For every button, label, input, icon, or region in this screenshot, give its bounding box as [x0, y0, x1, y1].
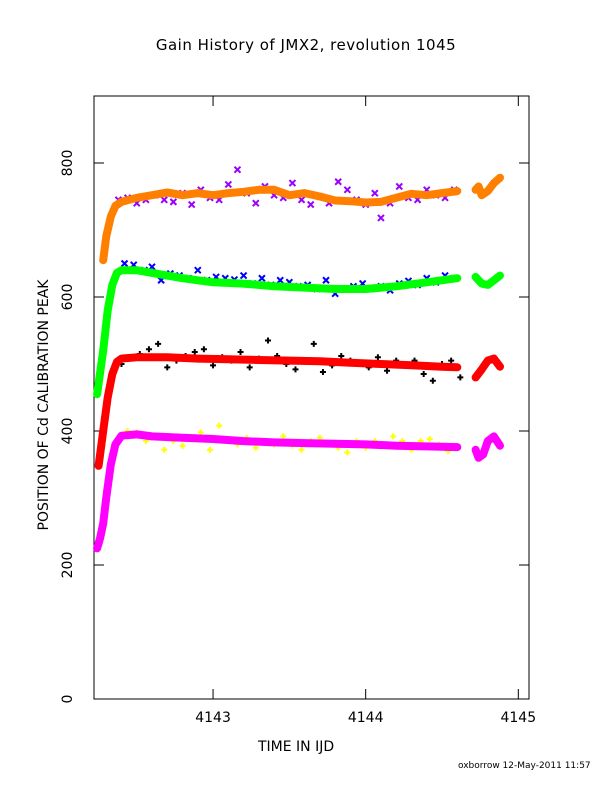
- series-line: [471, 354, 504, 382]
- y-axis-label: POSITION OF Cd CALIBRATION PEAK: [36, 279, 52, 531]
- data-point: [292, 366, 299, 373]
- x-tick-label: 4143: [195, 710, 231, 726]
- data-point: [426, 436, 433, 443]
- data-point: [429, 377, 436, 384]
- data-point: [252, 199, 260, 207]
- data-point: [457, 374, 464, 381]
- data-point: [265, 337, 271, 344]
- series-line: [99, 185, 462, 265]
- data-point: [200, 346, 207, 353]
- data-point: [297, 196, 306, 204]
- data-point: [448, 357, 455, 364]
- data-point: [276, 276, 284, 284]
- data-point: [377, 214, 385, 222]
- data-point: [207, 446, 213, 453]
- data-point: [155, 340, 162, 347]
- data-point: [216, 422, 223, 429]
- data-point: [224, 180, 233, 189]
- axes: 4143 4144 4145 0 200 400 600 800: [60, 96, 536, 726]
- x-tick-label: 4145: [500, 710, 536, 726]
- data-point: [145, 346, 152, 353]
- y-tick-label: 400: [60, 418, 76, 445]
- data-point: [390, 433, 397, 440]
- data-point: [298, 446, 305, 453]
- data-point: [310, 340, 317, 347]
- data-point: [161, 446, 168, 453]
- data-point: [371, 189, 379, 197]
- data-point: [239, 271, 248, 280]
- data-point: [246, 364, 253, 371]
- data-point: [233, 165, 242, 174]
- data-point: [164, 364, 171, 371]
- data-point: [420, 371, 427, 378]
- data-point: [258, 274, 266, 282]
- data-point: [344, 449, 351, 456]
- data-point: [384, 367, 391, 374]
- data-point: [343, 186, 352, 194]
- data-point: [191, 348, 198, 355]
- data-point: [160, 196, 168, 204]
- data-point: [307, 200, 315, 209]
- data-point: [288, 179, 297, 187]
- data-point: [169, 198, 178, 206]
- series-line: [471, 432, 504, 462]
- data-point: [322, 276, 330, 284]
- data-point: [319, 369, 326, 376]
- data-point: [179, 442, 186, 449]
- y-tick-label: 0: [60, 695, 76, 704]
- plot-frame: [93, 95, 530, 700]
- data-point: [197, 429, 204, 436]
- data-point: [374, 354, 381, 361]
- data-point: [120, 259, 129, 268]
- credit-text: oxborrow 12-May-2011 11:57: [458, 761, 591, 771]
- data-point: [210, 362, 217, 369]
- data-point: [280, 433, 287, 440]
- y-tick-label: 800: [60, 150, 76, 177]
- y-tick-label: 200: [60, 552, 76, 579]
- series-line: [93, 266, 462, 399]
- data-marks: [93, 165, 504, 553]
- series-line: [471, 173, 504, 200]
- data-point: [237, 348, 244, 355]
- data-point: [194, 266, 202, 274]
- x-axis-label: TIME IN IJD: [258, 739, 335, 755]
- series-line: [94, 353, 462, 470]
- data-point: [187, 200, 196, 209]
- data-point: [334, 178, 342, 186]
- data-point: [395, 182, 403, 191]
- chart-title: Gain History of JMX2, revolution 1045: [155, 36, 457, 54]
- x-tick-label: 4144: [348, 710, 384, 726]
- data-point: [252, 444, 259, 451]
- series-line: [93, 430, 462, 553]
- series-line: [471, 271, 504, 289]
- data-point: [338, 352, 345, 359]
- y-tick-label: 600: [60, 284, 76, 311]
